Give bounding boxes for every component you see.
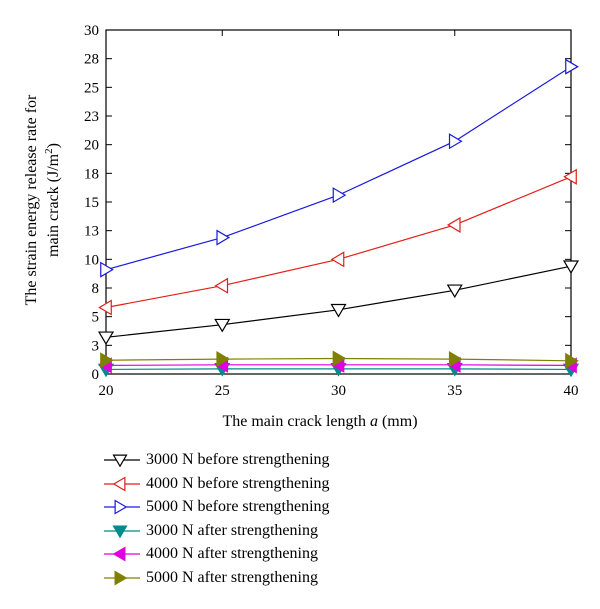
data-point-marker <box>332 350 347 367</box>
legend-label: 4000 N after strengthening <box>146 545 318 563</box>
x-axis-label-variable: a <box>370 413 378 430</box>
y-axis-label-superscript: 2 <box>43 148 55 154</box>
data-point-marker <box>100 352 114 369</box>
legend-label: 4000 N before strengthening <box>146 474 330 492</box>
y-axis-label-line2-suffix: ) <box>45 143 62 148</box>
plot-frame <box>105 29 572 375</box>
legend-item: 5000 N after strengthening <box>104 567 404 591</box>
x-axis-label: The main crack length a (mm) <box>222 413 417 430</box>
legend-label: 5000 N after strengthening <box>146 568 318 586</box>
legend-item: 5000 N before strengthening <box>104 496 404 520</box>
y-tick-label: 23 <box>84 109 99 125</box>
legend-marker-icon <box>104 499 140 515</box>
y-tick-label: 8 <box>92 281 100 297</box>
data-point-marker <box>112 476 126 492</box>
x-tick-label: 20 <box>99 383 114 399</box>
series-line <box>105 66 572 271</box>
legend-item: 3000 N before strengthening <box>104 449 404 473</box>
y-tick-label: 3 <box>92 338 100 354</box>
y-axis-label-line1: The strain energy release rate for <box>23 94 40 305</box>
data-point-marker <box>112 546 126 562</box>
legend-marker-icon <box>104 454 140 468</box>
legend: 3000 N before strengthening 4000 N befor… <box>104 449 404 591</box>
data-point-marker <box>114 499 128 515</box>
legend-label: 3000 N after strengthening <box>146 521 318 539</box>
x-axis-label-suffix: (mm) <box>378 413 418 430</box>
y-tick-label: 30 <box>84 23 99 39</box>
data-point-marker <box>563 168 577 185</box>
legend-item: 4000 N after strengthening <box>104 543 404 567</box>
x-tick-label: 40 <box>564 383 579 399</box>
data-point-marker <box>330 251 345 268</box>
legend-label: 3000 N before strengthening <box>146 451 330 468</box>
legend-label: 5000 N before strengthening <box>146 498 330 516</box>
legend-marker-icon <box>104 570 140 586</box>
y-tick-label: 15 <box>84 195 99 211</box>
series <box>100 58 579 278</box>
series <box>97 260 580 346</box>
data-point-marker <box>330 303 347 318</box>
series <box>98 168 577 316</box>
series-group <box>97 58 580 378</box>
y-tick-label: 25 <box>84 80 99 96</box>
data-point-marker <box>565 352 579 369</box>
data-point-marker <box>562 260 580 275</box>
y-tick-label: 5 <box>92 310 100 326</box>
x-tick-label: 35 <box>447 383 462 399</box>
data-point-marker <box>97 331 115 346</box>
data-point-marker <box>112 454 128 468</box>
legend-marker-icon <box>104 525 140 539</box>
data-point-marker <box>216 351 231 368</box>
y-tick-label: 20 <box>84 138 99 154</box>
legend-marker-icon <box>104 476 140 492</box>
data-point-marker <box>446 284 463 299</box>
x-tick-label: 30 <box>331 383 346 399</box>
data-point-marker <box>114 570 128 586</box>
legend-marker-icon <box>104 546 140 562</box>
y-axis-label: The strain energy release rate for main … <box>23 94 62 305</box>
y-axis-label-line2-prefix: main crack (J/m <box>45 153 62 257</box>
y-tick-label: 13 <box>84 224 99 240</box>
data-point-marker <box>332 187 347 204</box>
data-point-marker <box>448 351 463 368</box>
legend-item: 3000 N after strengthening <box>104 520 404 544</box>
series <box>100 350 579 369</box>
x-axis-label-prefix: The main crack length <box>222 413 370 430</box>
data-point-marker <box>216 229 231 246</box>
data-point-marker <box>214 318 231 333</box>
data-point-marker <box>446 216 461 233</box>
x-tick-label: 25 <box>215 383 230 399</box>
y-tick-label: 18 <box>84 166 99 182</box>
data-point-marker <box>565 58 579 75</box>
series-line <box>105 265 572 338</box>
y-tick-label: 10 <box>84 252 99 268</box>
y-tick-label: 0 <box>92 367 100 383</box>
data-point-marker <box>100 261 114 278</box>
y-axis-label-line2: main crack (J/m2) <box>43 143 62 257</box>
data-point-marker <box>448 133 463 150</box>
y-tick-label: 28 <box>84 52 99 68</box>
data-point-marker <box>214 277 229 294</box>
legend-item: 4000 N before strengthening <box>104 473 404 497</box>
data-point-marker <box>112 525 128 539</box>
data-point-marker <box>98 299 112 316</box>
